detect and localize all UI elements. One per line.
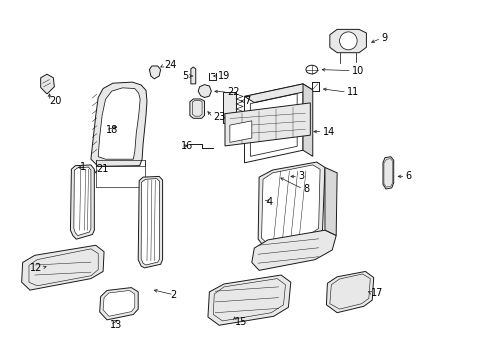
Polygon shape [41,74,54,94]
Polygon shape [222,92,236,123]
Polygon shape [91,82,147,166]
Text: 18: 18 [105,125,118,135]
Polygon shape [141,179,159,265]
Polygon shape [261,165,320,244]
Text: 14: 14 [322,127,334,136]
Polygon shape [329,30,366,53]
Polygon shape [189,99,204,118]
Polygon shape [198,85,211,98]
Polygon shape [244,84,312,103]
Text: 3: 3 [298,171,304,181]
Text: 22: 22 [227,87,240,97]
Polygon shape [98,88,140,159]
Text: 8: 8 [303,184,308,194]
Polygon shape [207,275,290,325]
Ellipse shape [267,171,277,182]
Text: 10: 10 [351,66,363,76]
Polygon shape [103,291,135,316]
Polygon shape [138,176,162,268]
Text: 1: 1 [80,162,86,172]
Text: 17: 17 [370,288,383,298]
Text: 5: 5 [182,71,188,81]
Polygon shape [224,103,310,146]
Text: 20: 20 [49,96,61,106]
Polygon shape [326,271,373,313]
Polygon shape [74,167,91,235]
Text: 23: 23 [212,112,224,122]
Text: 7: 7 [244,96,250,106]
Text: 2: 2 [170,290,176,300]
Polygon shape [229,121,251,142]
Text: 13: 13 [110,320,122,330]
Text: 19: 19 [217,71,229,81]
Polygon shape [244,84,303,163]
Polygon shape [100,288,138,320]
Text: 9: 9 [380,33,386,43]
Polygon shape [149,66,160,79]
Polygon shape [258,162,325,248]
Text: 16: 16 [181,141,193,151]
Polygon shape [190,67,195,84]
Text: 6: 6 [405,171,411,181]
Polygon shape [251,230,335,270]
Ellipse shape [339,32,356,50]
Ellipse shape [305,65,317,74]
Text: 15: 15 [234,317,246,327]
Polygon shape [70,165,94,239]
Polygon shape [21,245,104,290]
Text: 4: 4 [266,197,272,207]
Text: 24: 24 [163,60,176,70]
Polygon shape [303,84,312,156]
Polygon shape [325,167,336,235]
Polygon shape [382,157,393,189]
Text: 21: 21 [96,164,108,174]
Text: 12: 12 [30,263,42,273]
Text: 11: 11 [346,87,358,97]
